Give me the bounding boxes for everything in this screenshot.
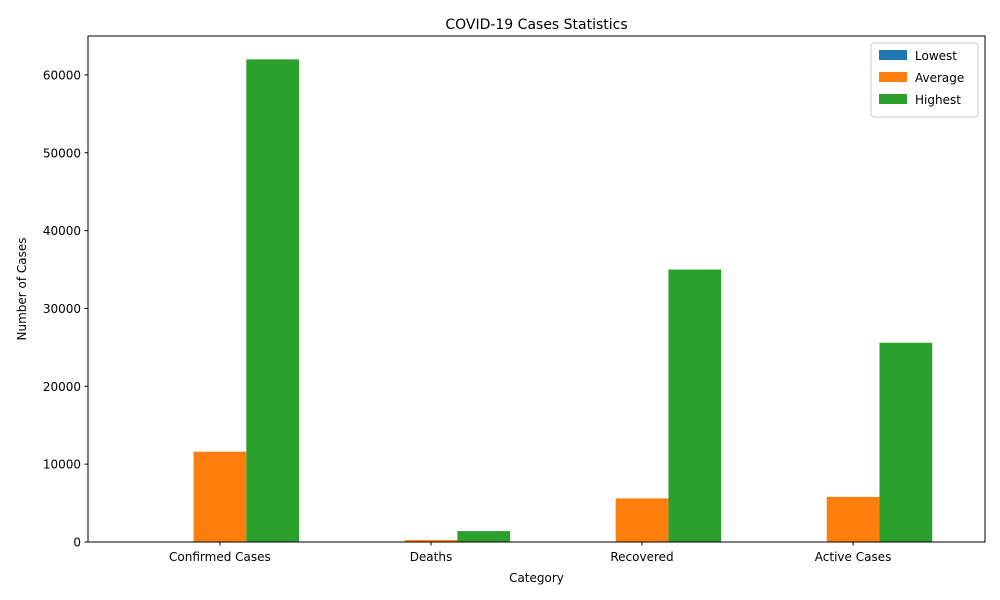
legend: Lowest Average Highest <box>870 42 979 118</box>
bar-average-1 <box>404 540 458 542</box>
x-tick-label: Deaths <box>410 550 453 564</box>
legend-label-lowest: Lowest <box>915 49 957 63</box>
x-axis: Confirmed Cases Deaths Recovered Active Cas… <box>169 542 891 564</box>
legend-swatch-highest <box>879 94 907 104</box>
legend-swatch-lowest <box>879 50 907 60</box>
legend-label-average: Average <box>915 71 964 85</box>
bar-highest-0 <box>246 59 300 542</box>
legend-label-highest: Highest <box>915 93 961 107</box>
y-tick-label: 0 <box>73 536 81 550</box>
x-axis-label: Category <box>509 571 564 585</box>
x-tick-label: Confirmed Cases <box>169 550 271 564</box>
y-axis-label: Number of Cases <box>15 237 29 340</box>
y-tick-label: 20000 <box>43 380 81 394</box>
bars-group <box>193 59 933 542</box>
y-tick-label: 50000 <box>43 146 81 160</box>
y-tick-label: 30000 <box>43 302 81 316</box>
y-axis: 0 10000 20000 30000 40000 50000 60000 <box>43 68 88 550</box>
plot-frame <box>87 35 986 543</box>
x-tick-label: Recovered <box>610 550 673 564</box>
bar-highest-3 <box>879 342 933 542</box>
bar-average-3 <box>826 496 880 542</box>
y-tick-label: 10000 <box>43 458 81 472</box>
legend-swatch-average <box>879 72 907 82</box>
bar-average-2 <box>615 498 669 542</box>
bar-highest-2 <box>668 269 722 542</box>
chart-title: COVID-19 Cases Statistics <box>445 17 627 33</box>
y-tick-label: 40000 <box>43 224 81 238</box>
bar-highest-1 <box>457 531 511 542</box>
y-tick-label: 60000 <box>43 68 81 82</box>
bar-average-0 <box>193 451 247 542</box>
x-tick-label: Active Cases <box>815 550 892 564</box>
